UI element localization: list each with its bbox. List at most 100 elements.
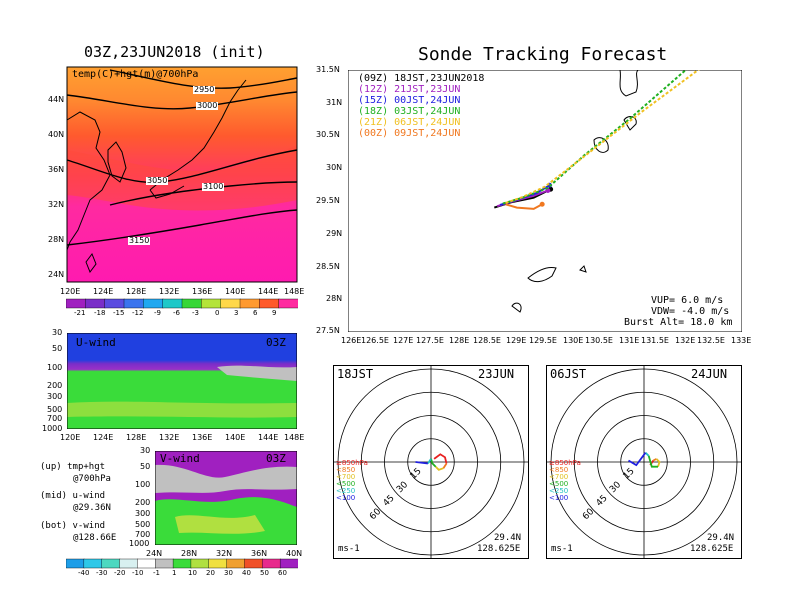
- v-lat-tick: 32N: [216, 549, 233, 558]
- track-line: [505, 70, 700, 204]
- wind-bar-tick: 60: [278, 569, 287, 577]
- main-lon-tick: 126E: [341, 336, 362, 345]
- temp-color-swatch: [123, 298, 145, 309]
- legend-up-key: (up): [40, 462, 62, 472]
- map-lon-tick: 120E: [60, 287, 81, 296]
- main-lon-tick: 130E: [563, 336, 584, 345]
- v-p-tick: 50: [140, 462, 151, 471]
- v-lat-tick: 24N: [146, 549, 163, 558]
- legend-mid-key: (mid): [40, 491, 68, 501]
- island-outline: [511, 302, 522, 313]
- level-item: <100: [336, 494, 356, 502]
- launch-row: (21Z) 06JST,24JUN: [358, 117, 461, 128]
- main-lon-tick: 127.5E: [416, 336, 444, 345]
- legend-bot: (bot) v-wind: [40, 522, 105, 531]
- temp-color-swatch: [104, 298, 125, 309]
- u-p-tick: 50: [52, 344, 63, 353]
- wind-colorbar: [66, 558, 298, 569]
- map-lon-tick: 128E: [126, 287, 147, 296]
- temp-bar-tick: -9: [154, 309, 161, 317]
- wind-color-swatch: [83, 558, 103, 569]
- hodo-level-legend: ≥850hPa <850 <700 <500 <250 <100: [549, 460, 589, 520]
- v-p-tick: 100: [135, 480, 151, 489]
- temp-color-swatch: [181, 298, 203, 309]
- hodo-date: 24JUN: [691, 367, 728, 381]
- hodo-time: 06JST: [550, 367, 587, 381]
- launch-row: (00Z) 09JST,24JUN: [358, 128, 461, 139]
- wind-bar-tick: 1: [172, 569, 177, 577]
- temp-colorbar: [66, 298, 298, 309]
- temp-bar-tick: 6: [253, 309, 258, 317]
- wind-bar-tick: 30: [224, 569, 233, 577]
- wind-bar-tick: -30: [96, 569, 108, 577]
- contour-3000: [66, 91, 298, 110]
- v-lat-tick: 40N: [286, 549, 303, 558]
- u-lon-tick: 136E: [192, 433, 213, 442]
- map-lon-tick: 136E: [192, 287, 213, 296]
- hodo-trace: [655, 458, 661, 467]
- param-vup: VUP= 6.0 m/s: [651, 295, 724, 306]
- temp-color-swatch: [259, 298, 280, 309]
- u-wind-label: U-wind: [76, 336, 116, 349]
- wind-color-swatch: [66, 558, 85, 569]
- u-lon-tick: 144E: [258, 433, 279, 442]
- u-p-tick: 500: [47, 405, 63, 414]
- wind-bar-tick: 50: [260, 569, 269, 577]
- temp-bar-tick: 9: [272, 309, 277, 317]
- main-lon-tick: 129.5E: [529, 336, 557, 345]
- temp-color-swatch: [85, 298, 106, 309]
- island-outline: [579, 265, 587, 273]
- main-lon-tick: 132.5E: [697, 336, 725, 345]
- u-lon-tick: 128E: [126, 433, 147, 442]
- wind-color-swatch: [101, 558, 121, 569]
- legend-mid: (mid) u-wind: [40, 492, 105, 501]
- hodo-trace: [415, 461, 429, 465]
- temp-color-swatch: [278, 298, 298, 309]
- main-lon-tick: 127E: [393, 336, 414, 345]
- map-lat-tick: 28N: [48, 235, 65, 244]
- level-item: ≥850hPa: [336, 459, 368, 467]
- temp-color-swatch: [143, 298, 164, 309]
- coastline-taiwan: [85, 252, 97, 274]
- u-p-tick: 1000: [42, 424, 63, 433]
- coastline-korea: [107, 141, 127, 183]
- level-item: <250: [549, 487, 569, 495]
- hodo-trace: [652, 458, 657, 462]
- launch-row: (18Z) 03JST,24JUN: [358, 106, 461, 117]
- map-lon-tick: 132E: [159, 287, 180, 296]
- main-lat-tick: 31.5N: [316, 65, 340, 74]
- u-p-tick: 100: [47, 363, 63, 372]
- legend-up-text: tmp+hgt: [67, 462, 106, 472]
- track-line: [505, 203, 543, 210]
- wind-color-swatch: [262, 558, 281, 569]
- main-lon-tick: 128E: [449, 336, 470, 345]
- main-lat-tick: 29N: [326, 229, 343, 238]
- v-wind-section: [155, 451, 297, 545]
- temp-color-swatch: [201, 298, 222, 309]
- u-p-tick: 300: [47, 392, 63, 401]
- temp-color-swatch: [220, 298, 241, 309]
- wind-color-swatch: [155, 558, 174, 569]
- v-p-tick: 30: [140, 446, 151, 455]
- u-lon-tick: 132E: [159, 433, 180, 442]
- main-lon-tick: 130.5E: [585, 336, 613, 345]
- wind-color-swatch: [190, 558, 210, 569]
- wind-color-swatch: [137, 558, 156, 569]
- wind-bar-tick: -40: [78, 569, 90, 577]
- param-burst: Burst Alt= 18.0 km: [624, 317, 733, 328]
- temp-colorbar-labels: -21 -18 -15 -12 -9 -6 -3 0 3 6 9: [66, 310, 298, 320]
- level-item: ≥850hPa: [549, 459, 581, 467]
- hodo-lon: 128.625E: [690, 544, 734, 554]
- u-wind-gray-patch: [217, 365, 297, 381]
- main-lon-tick: 126.5E: [361, 336, 389, 345]
- wind-color-swatch: [279, 558, 298, 569]
- hodo-lon: 128.625E: [477, 544, 521, 554]
- v-p-tick: 1000: [129, 539, 150, 548]
- hodo-trace: [430, 458, 437, 468]
- wind-bar-tick: -20: [114, 569, 126, 577]
- coastline-asia: [66, 111, 111, 251]
- hodo-trace: [628, 452, 647, 467]
- wind-color-swatch: [119, 558, 139, 569]
